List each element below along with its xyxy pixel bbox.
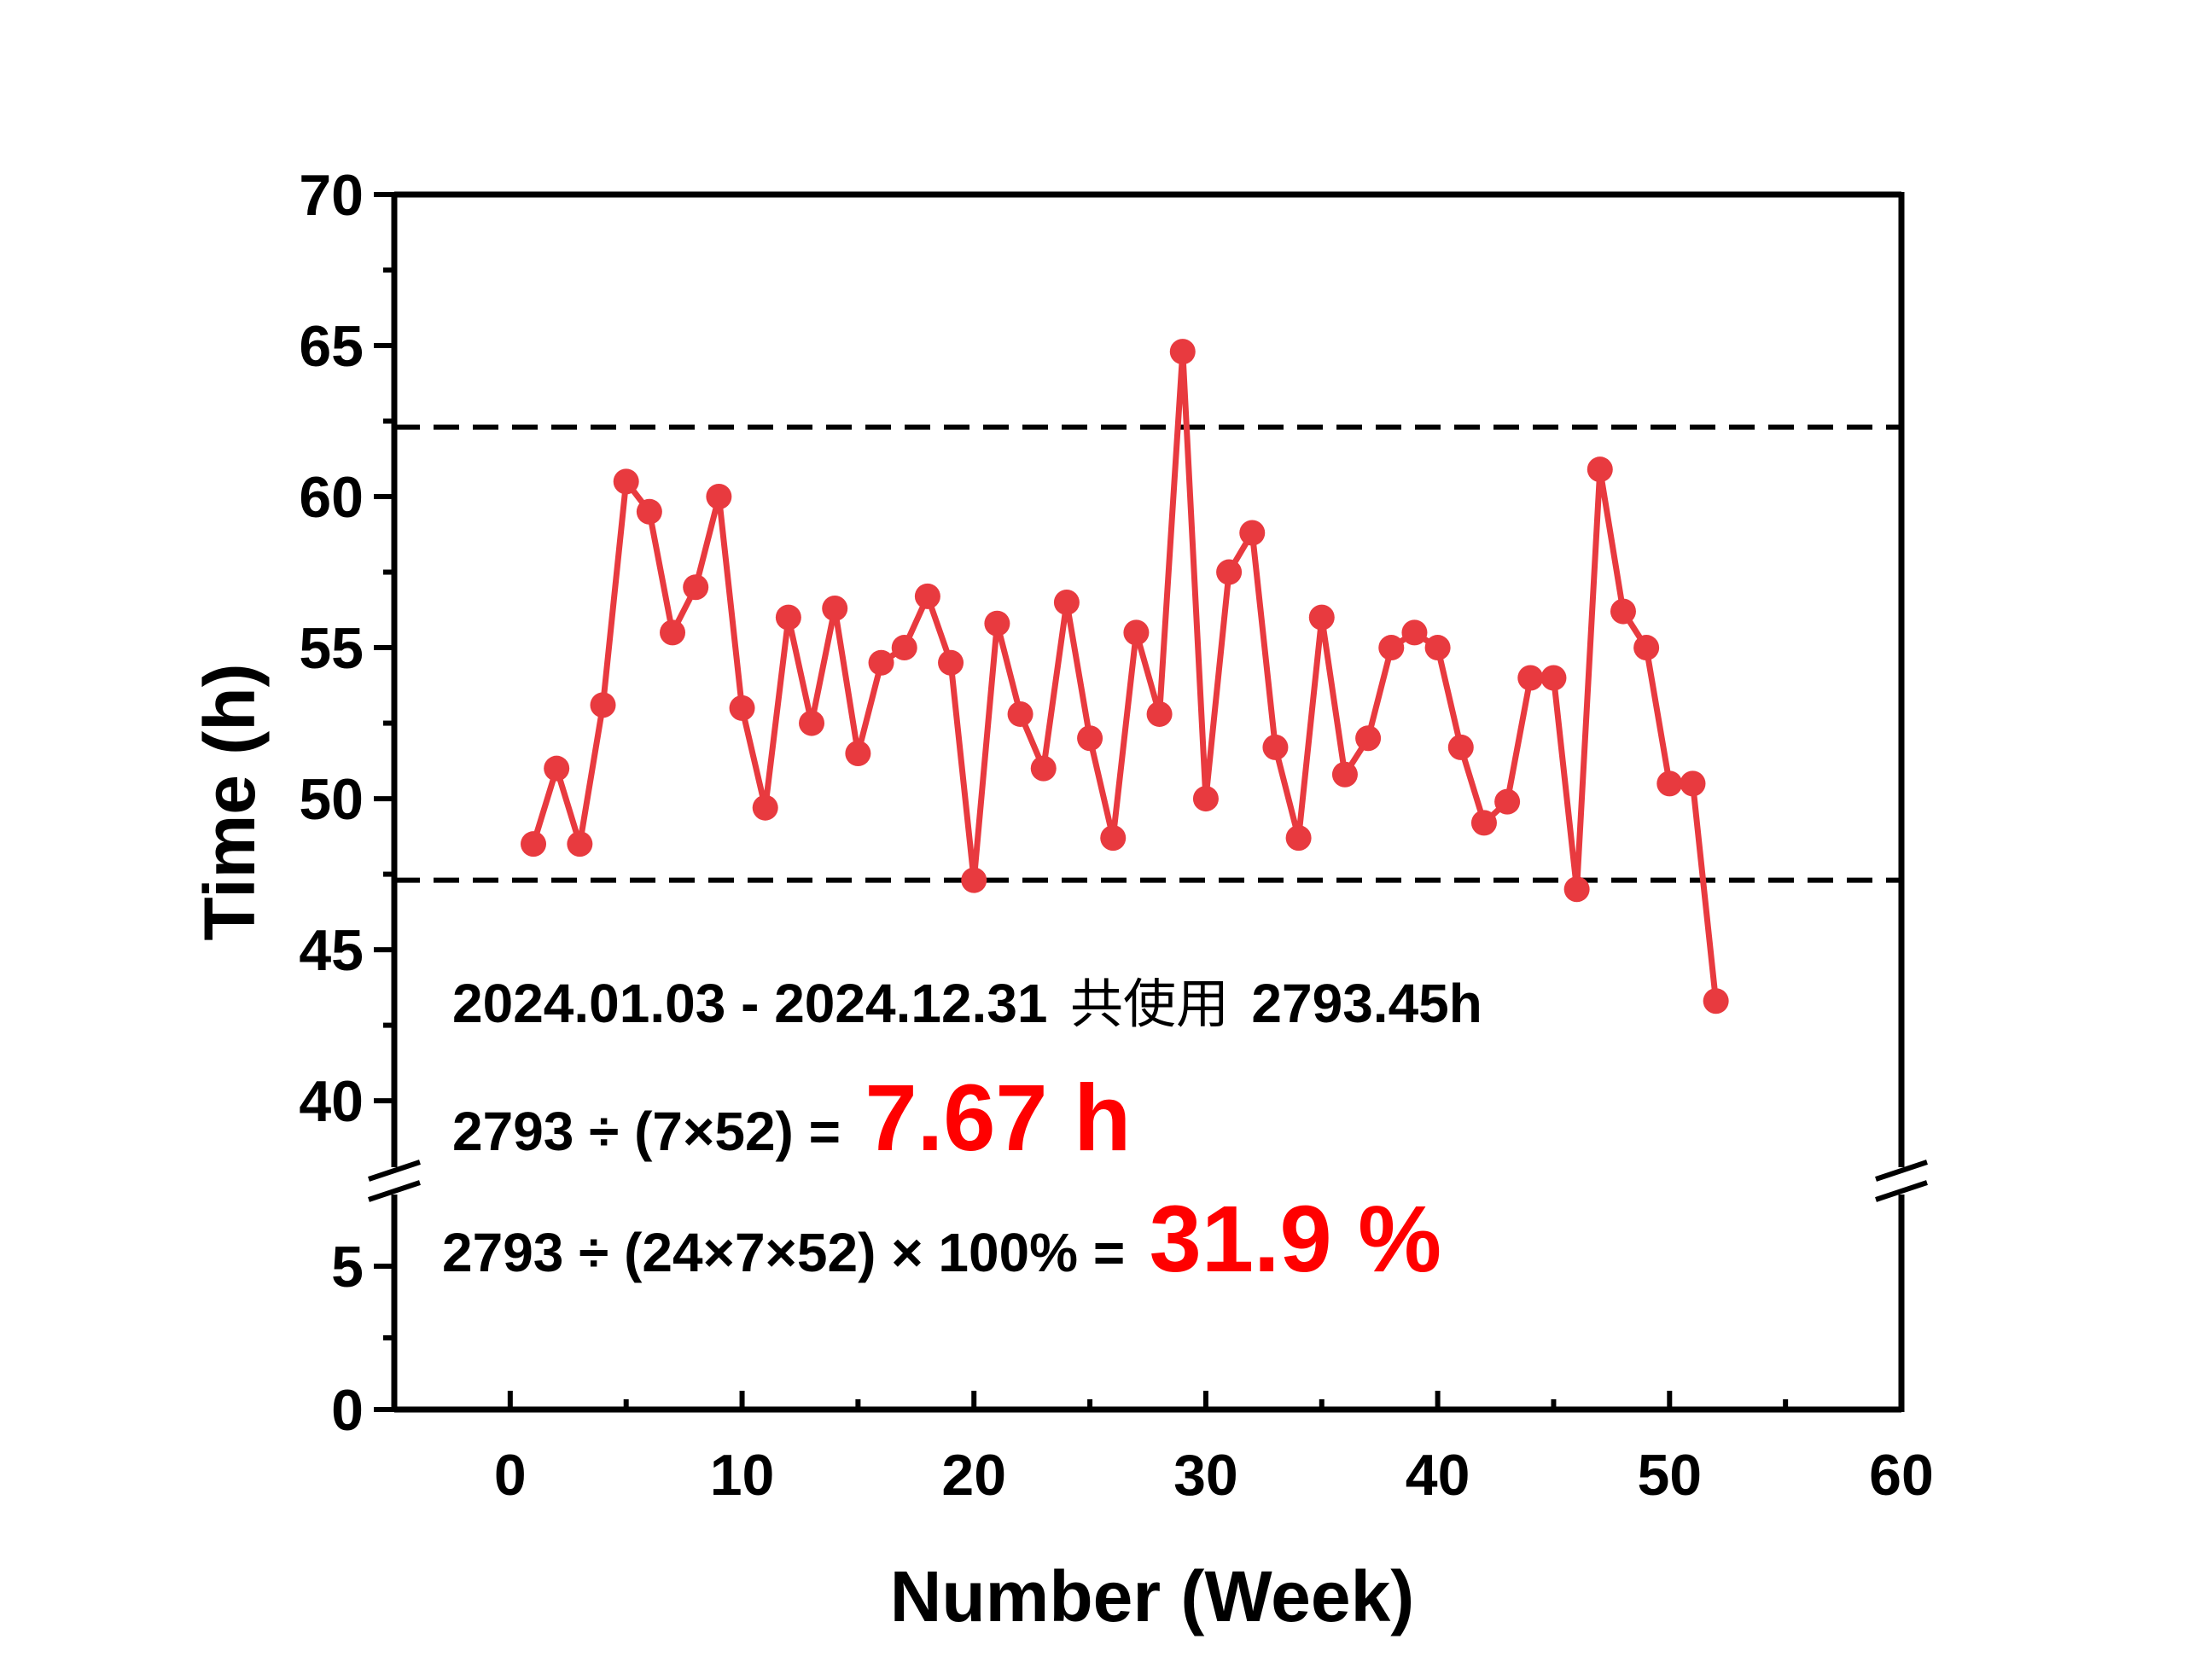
annotation-date-range: 2024.01.03 - 2024.12.31 bbox=[452, 973, 1048, 1034]
data-point bbox=[521, 831, 547, 857]
y-axis-title: Time (h) bbox=[189, 663, 270, 940]
annotation-cjk-label: 共使用 bbox=[1070, 973, 1229, 1035]
data-point bbox=[799, 710, 825, 736]
data-point bbox=[984, 610, 1010, 637]
data-point bbox=[891, 635, 917, 661]
series-line bbox=[530, 348, 1720, 1002]
data-point bbox=[1007, 700, 1033, 727]
y-tick-label: 0 bbox=[331, 1378, 364, 1443]
data-point bbox=[1540, 665, 1567, 691]
data-point bbox=[1378, 635, 1405, 661]
x-axis-title: Number (Week) bbox=[890, 1556, 1415, 1636]
data-series bbox=[521, 339, 1729, 1014]
data-point bbox=[683, 574, 709, 601]
data-point bbox=[567, 831, 593, 857]
data-point bbox=[1703, 988, 1729, 1014]
axis-break-mark-left bbox=[368, 1160, 421, 1182]
data-point bbox=[1470, 810, 1497, 836]
data-point bbox=[938, 649, 964, 676]
data-point bbox=[775, 604, 801, 631]
axis-tick-labels: 0 10 20 30 40 50 60 40 45 50 55 60 65 70 0 5 bbox=[299, 163, 1933, 1508]
x-tick-label: 60 bbox=[1869, 1443, 1934, 1508]
x-tick-label: 0 bbox=[494, 1443, 527, 1508]
data-point bbox=[1262, 734, 1289, 760]
reference-lines bbox=[394, 424, 1901, 883]
data-point bbox=[1146, 700, 1173, 727]
data-point bbox=[1169, 339, 1196, 365]
data-point bbox=[822, 596, 848, 622]
x-tick-label: 10 bbox=[710, 1443, 775, 1508]
data-point bbox=[1656, 770, 1683, 797]
axis-break-mark-left bbox=[368, 1180, 421, 1202]
axis-ticks bbox=[374, 192, 1904, 1412]
data-point bbox=[1308, 604, 1335, 631]
data-point bbox=[1100, 825, 1127, 852]
data-point bbox=[961, 867, 987, 893]
data-point bbox=[1563, 876, 1590, 903]
data-point bbox=[1680, 770, 1706, 797]
data-point bbox=[1192, 786, 1219, 812]
y-tick-label: 45 bbox=[299, 918, 364, 983]
axis-break-mark-right bbox=[1875, 1180, 1928, 1202]
annotation-total-hours: 2793.45h bbox=[1251, 973, 1482, 1034]
data-point bbox=[636, 498, 662, 525]
data-point bbox=[590, 692, 616, 718]
plot-frame bbox=[368, 191, 1928, 1413]
data-point bbox=[752, 794, 778, 821]
data-point bbox=[1587, 456, 1613, 483]
data-point bbox=[729, 695, 755, 721]
data-point bbox=[845, 740, 871, 766]
y-tick-label: 70 bbox=[299, 163, 364, 228]
annotation-percent-formula: 2793 ÷ (24×7×52) × 100% = bbox=[442, 1222, 1125, 1283]
data-point bbox=[1610, 598, 1636, 625]
x-tick-label: 40 bbox=[1406, 1443, 1470, 1508]
x-tick-label: 30 bbox=[1173, 1443, 1238, 1508]
y-tick-label: 65 bbox=[299, 314, 364, 379]
annotation-line-1: 2024.01.03 - 2024.12.31 共使用 2793.45h bbox=[452, 973, 1482, 1035]
axis-break-mark-right bbox=[1875, 1160, 1928, 1182]
data-point bbox=[1331, 761, 1358, 788]
data-point bbox=[1030, 755, 1057, 782]
x-tick-label: 20 bbox=[941, 1443, 1006, 1508]
data-point bbox=[1077, 725, 1103, 752]
x-tick-label: 50 bbox=[1637, 1443, 1702, 1508]
data-point bbox=[1123, 619, 1150, 646]
data-point bbox=[1053, 589, 1080, 615]
y-tick-label: 60 bbox=[299, 465, 364, 530]
data-point bbox=[868, 649, 894, 676]
data-point bbox=[1447, 734, 1474, 760]
annotation-daily-formula: 2793 ÷ (7×52) = bbox=[452, 1101, 841, 1162]
data-point bbox=[1285, 825, 1312, 852]
data-point bbox=[1424, 635, 1451, 661]
y-tick-label: 55 bbox=[299, 616, 364, 681]
data-point bbox=[706, 484, 732, 510]
data-point bbox=[1355, 725, 1382, 752]
data-point bbox=[660, 619, 686, 646]
data-point bbox=[1401, 619, 1428, 646]
y-tick-label: 40 bbox=[299, 1069, 364, 1134]
data-point bbox=[1494, 788, 1521, 815]
y-tick-label: 5 bbox=[331, 1235, 364, 1299]
annotation-daily-result: 7.67 h bbox=[865, 1066, 1131, 1171]
data-point bbox=[1239, 520, 1266, 546]
data-point bbox=[613, 468, 639, 495]
data-point bbox=[1517, 665, 1544, 691]
y-tick-label: 50 bbox=[299, 767, 364, 832]
data-point bbox=[1633, 635, 1660, 661]
data-point bbox=[1216, 559, 1243, 585]
annotation-line-2: 2793 ÷ (7×52) = 7.67 h bbox=[452, 1066, 1131, 1171]
annotation-percent-result: 31.9 % bbox=[1150, 1187, 1441, 1292]
data-point bbox=[914, 583, 940, 609]
data-point bbox=[544, 755, 570, 782]
annotation-line-3: 2793 ÷ (24×7×52) × 100% = 31.9 % bbox=[442, 1187, 1441, 1292]
